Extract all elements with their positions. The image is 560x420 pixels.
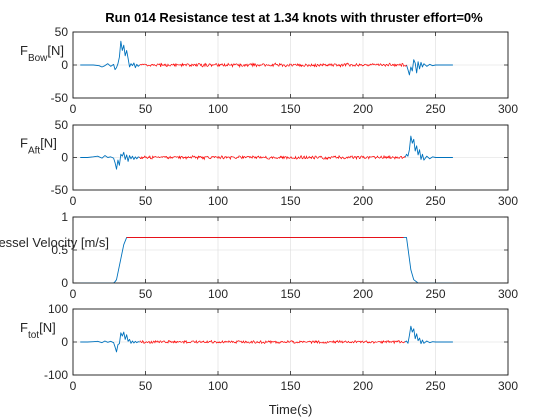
x-tick-label: 0 bbox=[70, 194, 77, 208]
x-tick-label: 100 bbox=[208, 287, 228, 301]
axes-3: 0 50 100 150 200 250 300 0 0.5 1 Vessel Velocity [… bbox=[0, 210, 518, 301]
y-axis-label-sub: Aft bbox=[28, 145, 40, 156]
series-line-1 bbox=[406, 59, 453, 76]
x-tick-label: 200 bbox=[353, 379, 373, 393]
y-axis-label-post: [N] bbox=[40, 136, 57, 151]
x-axis-label: Time(s) bbox=[269, 402, 313, 417]
y-axis-label: FAft[N] bbox=[20, 136, 57, 157]
x-tick-label: 300 bbox=[498, 287, 518, 301]
series-line-2 bbox=[139, 339, 406, 345]
series-group bbox=[80, 135, 453, 170]
y-tick-label: 0 bbox=[61, 335, 68, 349]
x-tick-label: 300 bbox=[498, 102, 518, 116]
series-group bbox=[80, 40, 453, 76]
series-group bbox=[80, 325, 453, 353]
series-line-1 bbox=[80, 151, 140, 170]
y-tick-label: 50 bbox=[55, 118, 69, 132]
y-axis-label-base: F bbox=[20, 43, 28, 58]
x-tick-label: 100 bbox=[208, 379, 228, 393]
x-tick-label: 250 bbox=[425, 379, 445, 393]
x-tick-label: 50 bbox=[139, 102, 153, 116]
x-tick-label: 250 bbox=[425, 102, 445, 116]
x-tick-label: 50 bbox=[139, 379, 153, 393]
x-tick-label: 150 bbox=[280, 102, 300, 116]
x-tick-label: 50 bbox=[139, 194, 153, 208]
y-axis-label-base: F bbox=[20, 320, 28, 335]
y-tick-label: 100 bbox=[48, 302, 68, 316]
series-line-1 bbox=[80, 40, 141, 71]
y-tick-label: -100 bbox=[44, 368, 68, 382]
series-line-2 bbox=[139, 154, 406, 161]
x-tick-label: 0 bbox=[70, 379, 77, 393]
x-tick-label: 150 bbox=[280, 194, 300, 208]
series-line-2 bbox=[139, 62, 407, 69]
x-tick-label: 150 bbox=[280, 379, 300, 393]
series-line-1 bbox=[404, 135, 453, 161]
y-axis-label: Ftot[N] bbox=[20, 320, 56, 341]
y-tick-label: 0.5 bbox=[51, 243, 68, 257]
y-axis-label: FBow[N] bbox=[20, 43, 64, 64]
y-tick-label: 50 bbox=[55, 25, 69, 39]
x-tick-label: 0 bbox=[70, 102, 77, 116]
y-axis-label-base: F bbox=[20, 136, 28, 151]
y-axis-label-sub: tot bbox=[28, 330, 39, 341]
x-tick-label: 250 bbox=[425, 194, 445, 208]
series-line-1 bbox=[80, 331, 140, 353]
x-tick-label: 250 bbox=[425, 287, 445, 301]
x-tick-label: 0 bbox=[70, 287, 77, 301]
y-axis-label: Vessel Velocity [m/s] bbox=[0, 235, 109, 250]
x-tick-label: 150 bbox=[280, 287, 300, 301]
x-tick-label: 100 bbox=[208, 102, 228, 116]
x-tick-label: 200 bbox=[353, 287, 373, 301]
y-axis-label-post: [N] bbox=[47, 43, 64, 58]
y-tick-label: -50 bbox=[51, 91, 69, 105]
x-tick-label: 50 bbox=[139, 287, 153, 301]
chart-title: Run 014 Resistance test at 1.34 knots wi… bbox=[105, 10, 483, 25]
x-tick-label: 100 bbox=[208, 194, 228, 208]
y-tick-label: 1 bbox=[61, 210, 68, 224]
y-tick-label: -50 bbox=[51, 183, 69, 197]
x-tick-label: 200 bbox=[353, 194, 373, 208]
series-line-1 bbox=[404, 325, 453, 345]
x-tick-label: 200 bbox=[353, 102, 373, 116]
y-tick-label: 0 bbox=[61, 151, 68, 165]
x-tick-label: 300 bbox=[498, 194, 518, 208]
x-tick-label: 300 bbox=[498, 379, 518, 393]
series-group bbox=[80, 237, 453, 283]
y-tick-label: 0 bbox=[61, 58, 68, 72]
y-axis-label-post: [N] bbox=[39, 320, 56, 335]
y-tick-label: 0 bbox=[61, 276, 68, 290]
y-axis-label-sub: Bow bbox=[28, 53, 48, 64]
